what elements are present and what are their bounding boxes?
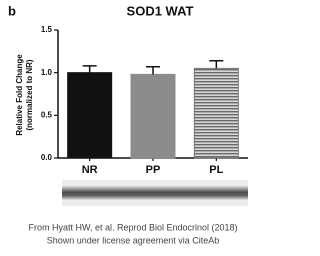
y-axis-label: (normalized to NR) (25, 59, 34, 130)
x-tick-label: PL (209, 164, 223, 176)
error-bar (82, 65, 97, 73)
bar (193, 67, 239, 159)
blot-band (62, 186, 248, 200)
y-tick-label: 0.0 (41, 153, 53, 162)
y-tick-label: 0.5 (41, 110, 53, 119)
bar (67, 72, 113, 159)
error-bar (146, 65, 160, 75)
bar (130, 73, 176, 159)
chart-title: SOD1 WAT (127, 3, 194, 18)
figure: b SOD1 WAT Relative Fold Change (normali… (8, 3, 248, 245)
y-tick-label: 1.5 (41, 25, 53, 34)
error-bar (209, 59, 224, 69)
caption: Shown under license agreement via CiteAb (47, 235, 220, 245)
y-axis-label: Relative Fold Change (15, 54, 24, 136)
panel-label: b (8, 3, 16, 18)
x-tick-label: NR (82, 164, 98, 176)
x-tick-label: PP (146, 164, 161, 176)
y-tick-label: 1.0 (41, 68, 53, 77)
caption: From Hyatt HW, et al. Reprod Biol Endocr… (28, 222, 237, 232)
